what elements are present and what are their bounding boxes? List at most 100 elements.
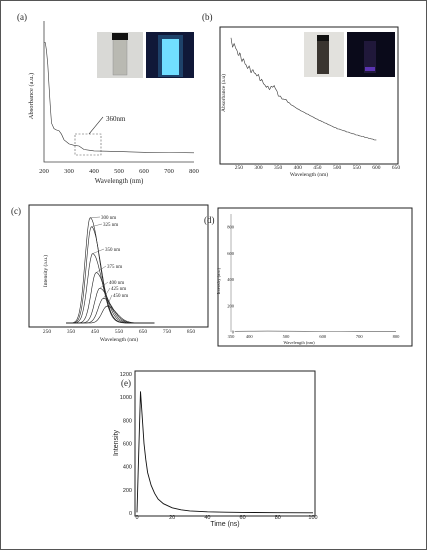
panel-c-frame xyxy=(28,204,209,328)
panel-c-ylabel: Intensity (a.u.) xyxy=(42,255,49,287)
panel-a-xlabel: Wavelength (nm) xyxy=(95,177,144,185)
panel-a-vial-cap xyxy=(112,33,128,40)
panel-a-x-tick-label: 200 xyxy=(39,168,49,175)
panel-c-xlabel: Wavelength (nm) xyxy=(100,336,138,343)
panel-c-xticks: 250 350 450 550 650 750 850 xyxy=(43,329,196,335)
panel-b-vial-cap xyxy=(317,35,329,41)
panel-a-ylabel: Absorbance (a.u.) xyxy=(28,73,35,119)
panel-b-x-tick-label: 550 xyxy=(353,165,362,171)
panel-c-series-label: 300 nm xyxy=(101,216,116,221)
panel-b-series-line xyxy=(230,37,377,141)
panel-c-series-label: 450 nm xyxy=(113,294,128,299)
panel-b-xticks: 250 300 350 400 450 500 550 600 650 xyxy=(235,165,401,171)
panel-e-y-tick-label: 400 xyxy=(123,465,132,471)
panel-d: (d) 0 200 400 600 800 350 400 500 600 700 800 Wav… xyxy=(204,207,413,347)
panel-e-x-tick-label: 20 xyxy=(169,515,175,521)
panel-e: (e) 0 200 400 600 800 1000 1200 0 20 40 60 80 100 T… xyxy=(113,370,318,528)
panel-a-vial-uv xyxy=(162,39,179,75)
panel-c-x-tick-label: 550 xyxy=(115,329,124,335)
panel-c-x-tick-label: 750 xyxy=(163,329,172,335)
panel-e-label: (e) xyxy=(121,378,131,388)
panel-d-x-tick-label: 800 xyxy=(393,334,401,339)
panel-a-zoom-box xyxy=(74,133,102,156)
panel-e-y-tick-label: 200 xyxy=(123,488,132,494)
panel-a-annotation: 360nm xyxy=(106,115,126,123)
panel-b-x-tick-label: 350 xyxy=(274,165,283,171)
panel-c-x-tick-label: 450 xyxy=(91,329,100,335)
panel-a-x-tick-label: 600 xyxy=(139,168,149,175)
panel-c-label-leader xyxy=(96,265,107,273)
panel-d-y-tick-label: 600 xyxy=(227,251,235,256)
panel-c-series-line xyxy=(66,287,155,324)
panel-b-frame xyxy=(219,26,399,165)
panel-e-x-tick-label: 80 xyxy=(275,515,281,521)
panel-c-series-label: 350 nm xyxy=(105,248,120,253)
panel-c-label-leader xyxy=(90,216,101,218)
panel-a-x-tick-label: 300 xyxy=(64,168,74,175)
panel-d-series-line xyxy=(234,330,396,332)
panel-d-x-tick-label: 350 xyxy=(228,334,236,339)
panel-e-series-line xyxy=(136,391,314,514)
panel-d-x-tick-label: 500 xyxy=(283,334,291,339)
panel-d-xticks: 350 400 500 600 700 800 xyxy=(228,334,401,339)
panel-d-ylabel: Intensity (a.u.) xyxy=(216,267,221,294)
panel-e-y-tick-label: 1200 xyxy=(120,372,132,378)
panel-c-label-leader xyxy=(91,223,103,227)
panel-a-label: (a) xyxy=(17,12,27,22)
panel-c-x-tick-label: 850 xyxy=(187,329,196,335)
panel-b-vial-daylight xyxy=(317,40,329,74)
panel-a-xticks: 200 300 400 500 600 700 800 xyxy=(39,168,199,175)
panel-d-xlabel: Wavelength (nm) xyxy=(283,340,315,345)
panel-d-y-tick-label: 200 xyxy=(227,303,235,308)
panel-e-yticks: 0 200 400 600 800 1000 1200 xyxy=(120,372,132,517)
panel-d-yticks: 0 200 400 600 800 xyxy=(227,225,235,335)
panel-c-x-tick-label: 350 xyxy=(67,329,76,335)
panel-e-y-tick-label: 600 xyxy=(123,441,132,447)
panel-c-x-tick-label: 250 xyxy=(43,329,52,335)
panel-e-xlabel: Time (ns) xyxy=(210,521,239,528)
panel-d-y-tick-label: 0 xyxy=(232,330,235,335)
panel-b-x-tick-label: 450 xyxy=(313,165,322,171)
panel-c-series-label: 425 nm xyxy=(111,287,126,292)
panel-d-x-tick-label: 400 xyxy=(246,334,254,339)
panel-a-uv-glow xyxy=(158,35,183,77)
panel-c-label-leader xyxy=(99,281,109,289)
panel-a-x-tick-label: 500 xyxy=(114,168,124,175)
panel-e-ylabel: Intensity xyxy=(113,429,120,456)
panel-b-x-tick-label: 300 xyxy=(254,165,263,171)
panel-c-label: (c) xyxy=(11,206,21,216)
panel-c-x-tick-label: 650 xyxy=(139,329,148,335)
panel-e-xticks: 0 20 40 60 80 100 xyxy=(135,515,317,521)
panel-d-frame xyxy=(217,207,413,347)
panel-d-y-tick-label: 800 xyxy=(227,225,235,230)
panel-b-ylabel: Absorbance (a.u) xyxy=(220,74,227,112)
panel-e-x-tick-label: 60 xyxy=(240,515,246,521)
panel-c-series-line xyxy=(66,305,155,324)
panel-a-x-tick-label: 400 xyxy=(89,168,99,175)
panel-b-vial-uv xyxy=(364,41,376,73)
panel-b-x-tick-label: 400 xyxy=(294,165,303,171)
panel-c-series-line xyxy=(66,226,155,324)
panel-d-label: (d) xyxy=(204,215,215,225)
panel-d-x-tick-label: 700 xyxy=(356,334,364,339)
panel-b-x-tick-label: 600 xyxy=(372,165,381,171)
panel-d-y-tick-label: 400 xyxy=(227,277,235,282)
panel-a-x-tick-label: 800 xyxy=(189,168,199,175)
panel-a-vial-daylight xyxy=(112,37,128,76)
panel-e-y-tick-label: 1000 xyxy=(120,395,132,401)
panel-a-annotation-pointer xyxy=(88,116,104,135)
panel-a: (a) 200 300 400 500 600 700 800 Wavelength (nm… xyxy=(17,12,199,185)
panel-e-y-tick-label: 0 xyxy=(129,511,132,517)
panel-d-x-tick-label: 600 xyxy=(319,334,327,339)
panel-c-series-label: 375 nm xyxy=(107,265,122,270)
panel-b-label: (b) xyxy=(202,12,213,22)
panel-a-axes xyxy=(43,21,194,163)
panel-a-series-line xyxy=(44,42,195,154)
panel-b-x-tick-label: 500 xyxy=(333,165,342,171)
panel-b-uv-tint xyxy=(365,67,375,71)
panel-c-label-leader xyxy=(106,294,113,307)
panel-e-frame xyxy=(134,370,316,517)
panel-b-x-tick-label: 650 xyxy=(392,165,401,171)
